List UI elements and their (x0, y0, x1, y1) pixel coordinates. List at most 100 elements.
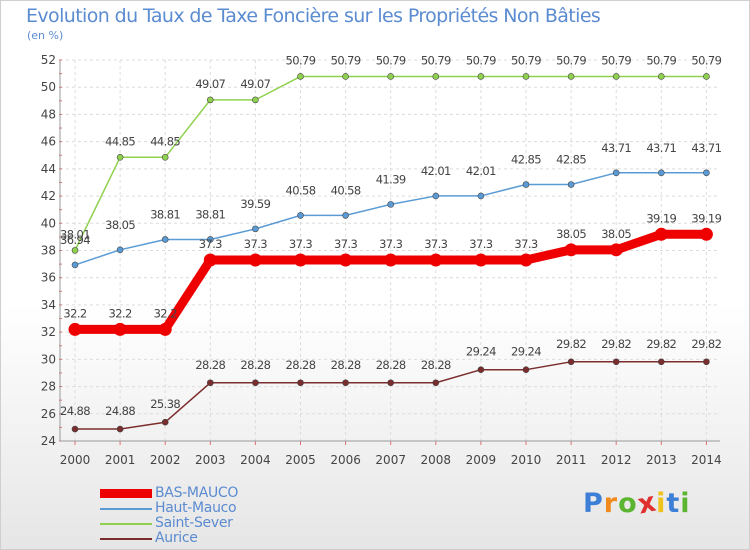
x-tick-label: 2013 (646, 453, 677, 467)
data-label-saint-sever: 50.79 (286, 53, 316, 67)
data-point-haut-mauco (161, 236, 169, 243)
legend-label: Haut-Mauco (155, 500, 237, 516)
y-tick-label: 46 (41, 135, 56, 149)
data-labels: 38.01 44.85 44.85 49.07 49.07 50.79 50.79 50.79… (60, 53, 722, 418)
data-label-aurice: 25.38 (150, 397, 180, 411)
data-point-bas-mauco (429, 253, 443, 267)
x-tick-label: 2008 (421, 453, 452, 467)
x-tick-label: 2005 (285, 453, 316, 467)
x-tick-label: 2001 (105, 453, 136, 467)
y-tick-label: 40 (41, 216, 56, 230)
legend-item-haut-mauco: Haut-Mauco (100, 501, 238, 516)
data-label-bas-mauco: 39.19 (691, 211, 721, 225)
axes: 24 26 28 30 32 34 36 38 40 42 44 46 48 50 52 2000 2001 20… (41, 53, 722, 467)
data-label-haut-mauco: 38.05 (105, 218, 135, 232)
y-tick-label: 32 (41, 325, 56, 339)
logo-letter: r (603, 488, 619, 519)
data-label-bas-mauco: 37.3 (289, 237, 312, 251)
legend-swatch (100, 489, 152, 498)
data-label-saint-sever: 50.79 (646, 53, 676, 67)
data-label-haut-mauco: 42.85 (556, 153, 586, 167)
legend-item-bas-mauco: BAS-MAUCO (100, 486, 238, 501)
data-point-haut-mauco (342, 212, 349, 219)
data-label-haut-mauco: 42.85 (511, 153, 541, 167)
x-tick-label: 2012 (601, 453, 632, 467)
data-point-saint-sever (432, 73, 440, 80)
y-tick-label: 44 (41, 162, 56, 176)
data-point-saint-sever (71, 247, 79, 254)
data-label-aurice: 29.82 (556, 337, 586, 351)
x-tick-label: 2007 (375, 453, 406, 467)
data-label-bas-mauco: 37.3 (514, 237, 537, 251)
data-point-saint-sever (567, 73, 575, 80)
data-label-saint-sever: 49.07 (240, 77, 270, 91)
data-label-haut-mauco: 39.59 (240, 197, 270, 211)
data-label-haut-mauco: 36.94 (60, 233, 90, 247)
data-point-aurice (703, 358, 710, 366)
data-label-bas-mauco: 37.3 (379, 237, 402, 251)
data-label-saint-sever: 50.79 (511, 53, 541, 67)
data-label-haut-mauco: 40.58 (286, 183, 316, 197)
y-tick-label: 38 (41, 244, 56, 258)
data-point-saint-sever (387, 73, 395, 80)
data-point-bas-mauco (609, 243, 623, 257)
data-label-saint-sever: 38.01 (60, 227, 90, 241)
data-label-bas-mauco: 37.3 (244, 237, 267, 251)
data-point-aurice (522, 366, 530, 373)
x-tick-label: 2010 (511, 453, 542, 467)
x-tick-label: 2006 (330, 453, 361, 467)
data-label-saint-sever: 50.79 (331, 53, 361, 67)
chart-title: Evolution du Taux de Taxe Foncière sur l… (26, 5, 601, 27)
data-label-haut-mauco: 40.58 (331, 183, 361, 197)
data-label-haut-mauco: 43.71 (691, 141, 721, 155)
data-label-saint-sever: 44.85 (105, 134, 135, 148)
legend-label: Saint-Sever (155, 515, 233, 531)
data-label-aurice: 29.24 (511, 345, 541, 359)
legend-item-saint-sever: Saint-Sever (100, 516, 238, 531)
y-tick-label: 42 (41, 189, 56, 203)
data-label-haut-mauco: 42.01 (466, 164, 496, 178)
data-label-bas-mauco: 39.19 (646, 211, 676, 225)
x-tick-label: 2000 (60, 453, 91, 467)
data-point-haut-mauco (71, 261, 79, 269)
series-line-aurice (74, 361, 708, 430)
data-label-aurice: 28.28 (376, 358, 406, 372)
data-point-saint-sever (297, 73, 304, 80)
data-point-saint-sever (522, 73, 530, 80)
data-point-haut-mauco (387, 201, 395, 208)
grid-lines (60, 59, 720, 442)
data-point-bas-mauco (68, 322, 82, 336)
data-point-bas-mauco (519, 253, 533, 267)
data-label-aurice: 29.82 (691, 337, 721, 351)
legend-item-aurice: Aurice (100, 531, 238, 546)
y-axis-unit: (en %) (27, 29, 64, 42)
y-tick-label: 26 (41, 407, 56, 421)
data-label-haut-mauco: 38.81 (150, 207, 180, 221)
data-point-aurice (657, 358, 665, 366)
data-point-aurice (116, 425, 124, 433)
data-label-haut-mauco: 42.01 (421, 164, 451, 178)
data-point-haut-mauco (116, 246, 124, 254)
data-label-aurice: 28.28 (195, 358, 225, 372)
data-label-aurice: 28.28 (331, 358, 361, 372)
data-point-bas-mauco (384, 253, 398, 267)
data-point-bas-mauco (158, 322, 172, 336)
data-label-aurice: 29.82 (601, 337, 631, 351)
data-point-haut-mauco (703, 169, 710, 177)
data-point-saint-sever (116, 153, 124, 161)
data-label-bas-mauco: 37.3 (469, 237, 492, 251)
data-point-aurice (71, 425, 79, 433)
data-label-bas-mauco: 32.2 (63, 306, 86, 320)
data-label-bas-mauco: 38.05 (601, 227, 631, 241)
data-point-aurice (342, 379, 349, 387)
y-tick-label: 24 (41, 434, 56, 448)
data-point-saint-sever (657, 73, 665, 80)
logo-letter: P (583, 488, 604, 519)
data-point-aurice (207, 379, 214, 387)
data-label-bas-mauco: 32.2 (108, 306, 131, 320)
data-label-haut-mauco: 38.81 (195, 207, 225, 221)
data-label-bas-mauco: 32.2 (154, 306, 177, 320)
data-point-bas-mauco (474, 253, 488, 267)
x-tick-label: 2011 (556, 453, 587, 467)
